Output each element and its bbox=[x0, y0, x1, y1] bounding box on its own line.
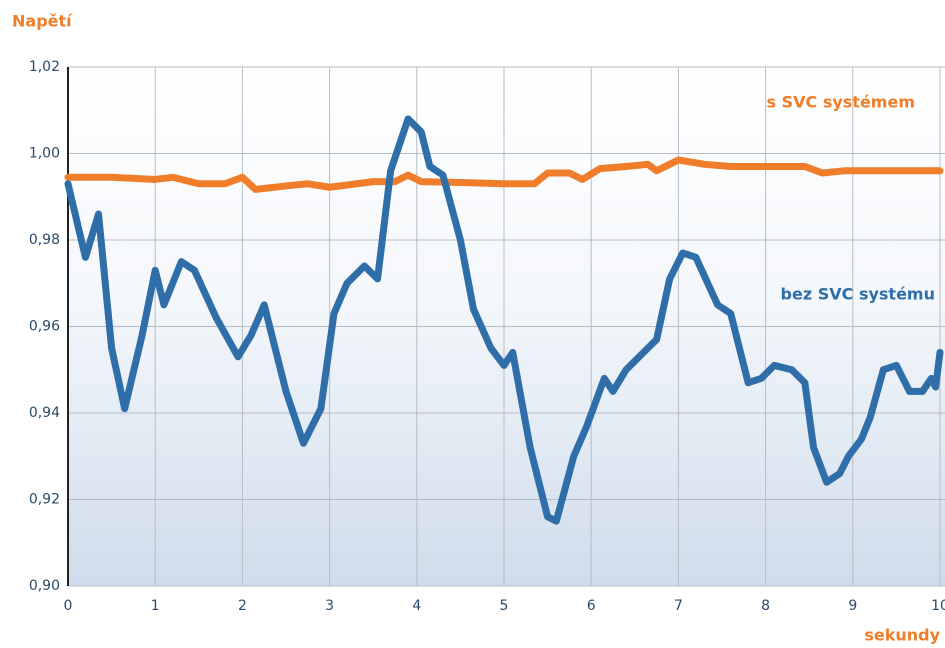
x-tick-label: 1 bbox=[151, 598, 160, 614]
x-tick-label: 5 bbox=[500, 598, 509, 614]
x-tick-label: 9 bbox=[848, 598, 857, 614]
chart-title: Napětí bbox=[12, 12, 73, 31]
x-tick-label: 2 bbox=[238, 598, 247, 614]
series-label: bez SVC systému bbox=[781, 285, 935, 304]
series-line bbox=[64, 156, 944, 193]
x-tick-label: 6 bbox=[587, 598, 596, 614]
x-tick-label: 3 bbox=[325, 598, 334, 614]
series-label: s SVC systémem bbox=[767, 93, 915, 112]
y-tick-label: 0,98 bbox=[29, 232, 60, 248]
y-tick-label: 0,94 bbox=[29, 405, 60, 421]
y-tick-label: 1,00 bbox=[29, 146, 60, 162]
x-tick-label: 0 bbox=[64, 598, 73, 614]
y-tick-label: 1,02 bbox=[29, 59, 60, 75]
y-tick-label: 0,96 bbox=[29, 319, 60, 335]
x-tick-label: 10 bbox=[931, 598, 945, 614]
series-line bbox=[64, 115, 944, 525]
y-tick-label: 0,92 bbox=[29, 492, 60, 508]
x-tick-label: 4 bbox=[412, 598, 421, 614]
x-tick-label: 8 bbox=[761, 598, 770, 614]
x-tick-label: 7 bbox=[674, 598, 683, 614]
y-tick-label: 0,90 bbox=[29, 578, 60, 594]
x-axis-label: sekundy bbox=[864, 626, 940, 645]
